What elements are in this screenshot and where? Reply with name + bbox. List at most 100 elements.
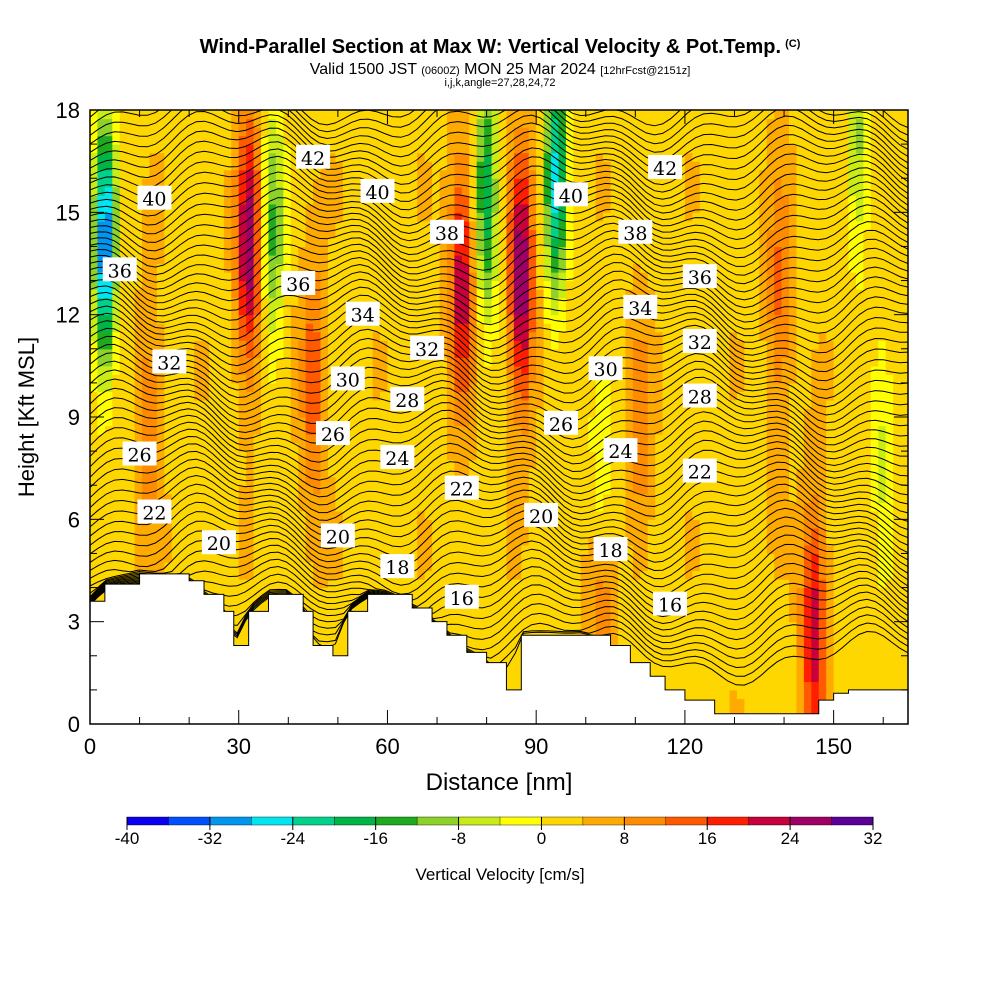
x-tick-label: 120 [667,734,704,759]
colorbar-swatch [707,816,750,826]
theta-contour-line [90,491,908,546]
section-params-label: i,j,k,angle=27,28,24,72 [444,77,556,89]
colorbar-tick-label: 24 [781,829,800,848]
theta-label: 36 [688,267,712,289]
theta-contour-line [90,577,908,631]
theta-contour-line [90,483,908,539]
theta-contour-line [90,110,908,153]
theta-label-box: 32 [410,335,445,361]
theta-label-box: 36 [281,270,316,296]
colorbar-tick-label: 32 [864,829,883,848]
theta-contour-line [90,557,908,611]
theta-label-box: 40 [360,178,395,204]
theta-label: 22 [450,479,474,501]
colorbar-swatch [168,816,211,826]
theta-label-box: 26 [122,441,157,467]
colorbar-tick-label: -32 [198,829,223,848]
theta-contour-line [90,286,908,342]
theta-label-box: 16 [653,591,688,617]
theta-label: 20 [326,526,350,548]
theta-label: 20 [207,533,231,555]
theta-contour-line [90,409,908,465]
theta-contour-line [90,138,908,194]
theta-label: 26 [321,424,345,446]
y-tick-label: 15 [56,200,80,225]
theta-label: 28 [395,390,419,412]
theta-contour-line [90,262,908,317]
theta-contour-line [90,245,908,301]
theta-contour-line [90,155,908,211]
theta-contour-line [90,130,908,186]
theta-label: 16 [658,595,682,617]
theta-label: 26 [127,445,151,467]
theta-contour-line [90,335,908,391]
theta-label: 28 [688,387,712,409]
theta-label: 32 [688,332,712,354]
theta-label: 42 [301,148,325,170]
theta-label: 34 [628,298,652,320]
x-tick-label: 150 [815,734,852,759]
theta-label: 38 [435,223,459,245]
theta-label-box: 30 [588,356,623,381]
theta-label: 34 [351,305,375,327]
theta-label: 32 [157,352,181,374]
theta-contour-line [90,212,908,268]
copyright-mark: (C) [785,38,801,50]
theta-label: 38 [623,223,647,245]
theta-contour-line [90,402,908,457]
theta-contour-line [90,311,908,367]
forecast-label: [12hrFcst@2151z] [600,65,691,77]
theta-label-box: 40 [553,182,588,207]
x-tick-label: 0 [84,734,96,759]
colorbar-swatch [416,816,460,826]
theta-contour-line [90,147,908,202]
theta-contour-line [90,434,908,490]
theta-label-box: 26 [543,410,578,436]
theta-label: 40 [559,185,583,207]
x-tick-label: 30 [226,734,250,759]
colorbar-swatch [458,816,501,826]
theta-label: 36 [286,274,310,296]
theta-contour-line [90,458,908,514]
theta-label: 16 [450,588,474,610]
theta-contour-line [90,204,908,260]
theta-contour-line [90,319,908,375]
y-tick-label: 18 [56,98,80,123]
theta-contour-line [90,417,908,473]
terrain [89,573,909,725]
valid-utc-label: (0600Z) [421,65,460,77]
theta-contour-line [90,499,908,555]
chart-subtitle: Valid 1500 JST (0600Z) MON 25 Mar 2024 [… [0,61,1000,79]
theta-label-box: 36 [102,257,137,282]
y-axis-label: Height [Kft MSL] [14,337,39,497]
y-tick-label: 12 [56,303,80,328]
theta-contour-line [90,327,908,383]
theta-contour-line [90,163,908,219]
theta-contour-line [90,122,908,178]
theta-contour-line [90,171,908,227]
y-tick-label: 3 [68,610,80,635]
theta-contour-line [90,573,908,625]
colorbar-swatch [624,816,667,826]
theta-label-box: 22 [682,458,717,484]
theta-contour-line [90,179,908,235]
theta-label-box: 26 [315,421,350,446]
theta-contour-line [90,278,908,334]
valid-time-label: Valid 1500 JST [309,61,417,78]
theta-label-box: 20 [320,523,355,548]
colorbar-swatch [375,816,418,826]
colorbar-tick-label: 0 [537,829,546,848]
theta-label-box: 24 [380,444,415,470]
theta-label-box: 38 [618,219,653,245]
colorbar-tick-label: 16 [698,829,717,848]
theta-contour-line [90,393,908,449]
colorbar-swatch [126,816,169,826]
colorbar-swatch [541,816,584,826]
theta-label-box: 42 [648,154,683,180]
theta-label: 36 [108,260,132,282]
theta-label: 24 [385,448,409,470]
colorbar-label: Vertical Velocity [cm/s] [415,865,584,884]
theta-contour-line [90,565,908,618]
theta-label-box: 20 [201,530,236,555]
